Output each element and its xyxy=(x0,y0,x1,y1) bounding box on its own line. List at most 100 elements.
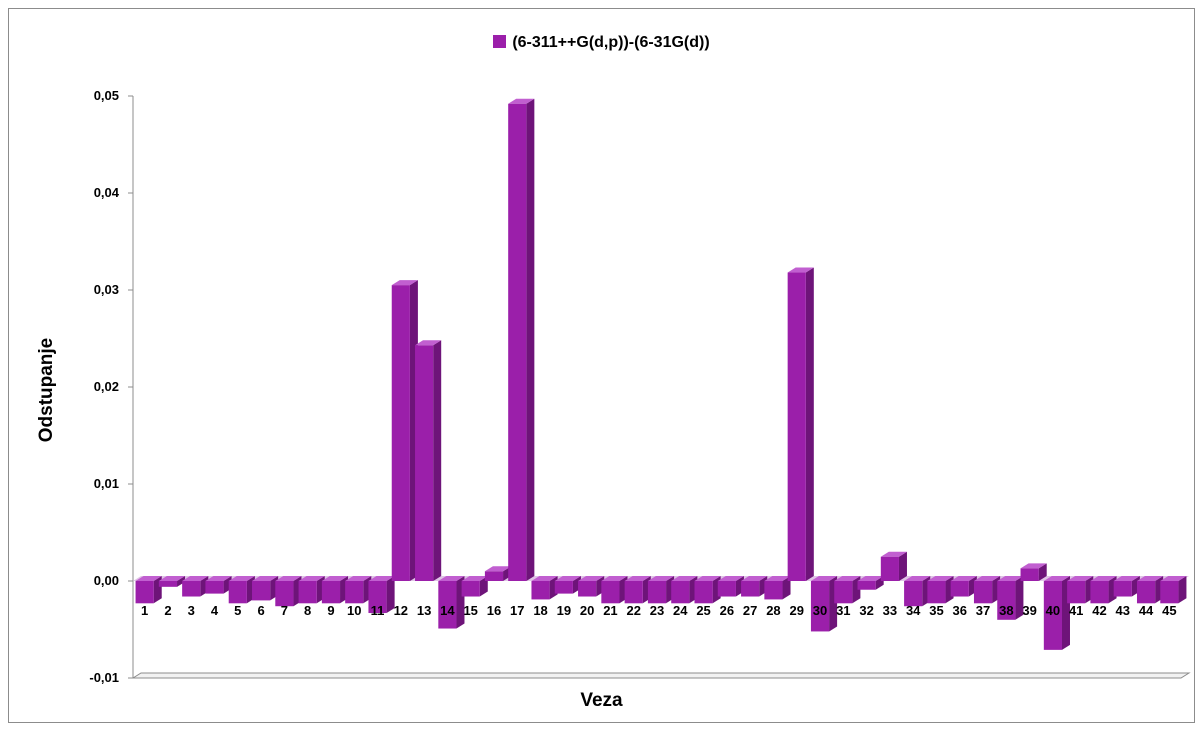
bar-top xyxy=(391,280,418,286)
bar-top xyxy=(741,576,768,581)
bar-side xyxy=(898,551,907,581)
bar xyxy=(880,556,899,581)
bar-top xyxy=(810,576,838,581)
bar-top xyxy=(834,576,861,581)
bar-top xyxy=(438,576,465,581)
x-tick-label: 34 xyxy=(906,603,921,618)
bar xyxy=(298,581,317,604)
x-tick-label: 18 xyxy=(533,603,547,618)
bar-top xyxy=(368,576,395,581)
bar xyxy=(461,581,480,597)
bar-top xyxy=(880,551,907,557)
bar-top xyxy=(973,576,1001,581)
x-tick-label: 37 xyxy=(976,603,990,618)
bar xyxy=(927,581,946,604)
x-tick-label: 40 xyxy=(1046,603,1060,618)
y-tick-label: 0,00 xyxy=(94,573,119,588)
bar xyxy=(694,581,713,604)
x-tick-label: 16 xyxy=(487,603,501,618)
x-tick-label: 43 xyxy=(1116,603,1130,618)
x-tick-label: 5 xyxy=(234,603,241,618)
x-tick-label: 13 xyxy=(417,603,431,618)
bar xyxy=(321,581,341,604)
bar-top xyxy=(601,576,628,581)
bar xyxy=(997,581,1016,620)
y-tick-label: -0,01 xyxy=(89,670,119,685)
bar xyxy=(252,581,271,601)
y-tick-label: 0,05 xyxy=(94,88,119,103)
bar-side xyxy=(782,576,791,600)
x-tick-label: 4 xyxy=(211,603,219,618)
bar xyxy=(973,581,993,604)
bar xyxy=(764,581,783,600)
bar-top xyxy=(554,576,581,581)
x-tick-label: 6 xyxy=(257,603,264,618)
x-tick-label: 17 xyxy=(510,603,524,618)
legend-label: (6-311++G(d,p))-(6-31G(d)) xyxy=(512,34,710,51)
bar-top xyxy=(1090,576,1117,581)
bar xyxy=(787,272,806,581)
bar xyxy=(1160,581,1179,604)
x-tick-label: 31 xyxy=(836,603,850,618)
bar xyxy=(554,581,573,594)
bar xyxy=(857,581,876,590)
bar-side xyxy=(1178,576,1187,604)
bar-side xyxy=(1015,576,1024,620)
bar-top xyxy=(578,576,605,581)
bar xyxy=(904,581,923,607)
bar xyxy=(647,581,667,604)
bar-top xyxy=(1020,563,1047,569)
bar-top xyxy=(624,576,651,581)
x-tick-label: 7 xyxy=(281,603,288,618)
bar xyxy=(1136,581,1156,604)
x-tick-label: 26 xyxy=(720,603,734,618)
x-tick-label: 2 xyxy=(164,603,171,618)
bar xyxy=(391,285,410,581)
bar-top xyxy=(927,576,954,581)
bar xyxy=(484,571,504,581)
bar xyxy=(1043,581,1062,650)
bar-top xyxy=(1160,576,1187,581)
bar xyxy=(1020,568,1039,581)
bar xyxy=(205,581,224,594)
x-tick-label: 41 xyxy=(1069,603,1083,618)
x-tick-label: 44 xyxy=(1139,603,1154,618)
bar xyxy=(415,345,434,581)
bar xyxy=(717,581,736,597)
bar-top xyxy=(298,576,325,581)
bar-side xyxy=(433,340,442,581)
bar-top xyxy=(1067,576,1094,581)
y-tick-label: 0,03 xyxy=(94,282,119,297)
bar-side xyxy=(805,267,814,581)
bar-top xyxy=(345,576,372,581)
x-tick-label: 42 xyxy=(1092,603,1106,618)
x-tick-label: 22 xyxy=(626,603,640,618)
legend: (6-311++G(d,p))-(6-31G(d)) xyxy=(0,34,1203,52)
y-tick-label: 0,02 xyxy=(94,379,119,394)
x-tick-label: 12 xyxy=(394,603,408,618)
y-tick-label: 0,04 xyxy=(94,185,120,200)
x-tick-label: 15 xyxy=(463,603,477,618)
bar-top xyxy=(228,576,255,581)
bar-top xyxy=(182,576,209,581)
x-tick-label: 21 xyxy=(603,603,617,618)
bar xyxy=(182,581,201,597)
bar xyxy=(1090,581,1109,604)
bar-top xyxy=(158,576,186,581)
x-tick-label: 11 xyxy=(371,603,385,618)
bar-top xyxy=(135,576,162,581)
bar-top xyxy=(671,576,698,581)
bar xyxy=(135,581,154,604)
bar-top xyxy=(764,576,791,581)
x-axis-floor xyxy=(131,672,1191,679)
bar-side xyxy=(386,576,395,614)
x-tick-label: 9 xyxy=(327,603,334,618)
bar-side xyxy=(526,98,535,581)
bar-top xyxy=(531,576,558,581)
bar xyxy=(834,581,853,604)
x-tick-label: 32 xyxy=(859,603,873,618)
x-tick-label: 1 xyxy=(141,603,148,618)
x-tick-label: 8 xyxy=(304,603,311,618)
y-tick-label: 0,01 xyxy=(94,476,119,491)
